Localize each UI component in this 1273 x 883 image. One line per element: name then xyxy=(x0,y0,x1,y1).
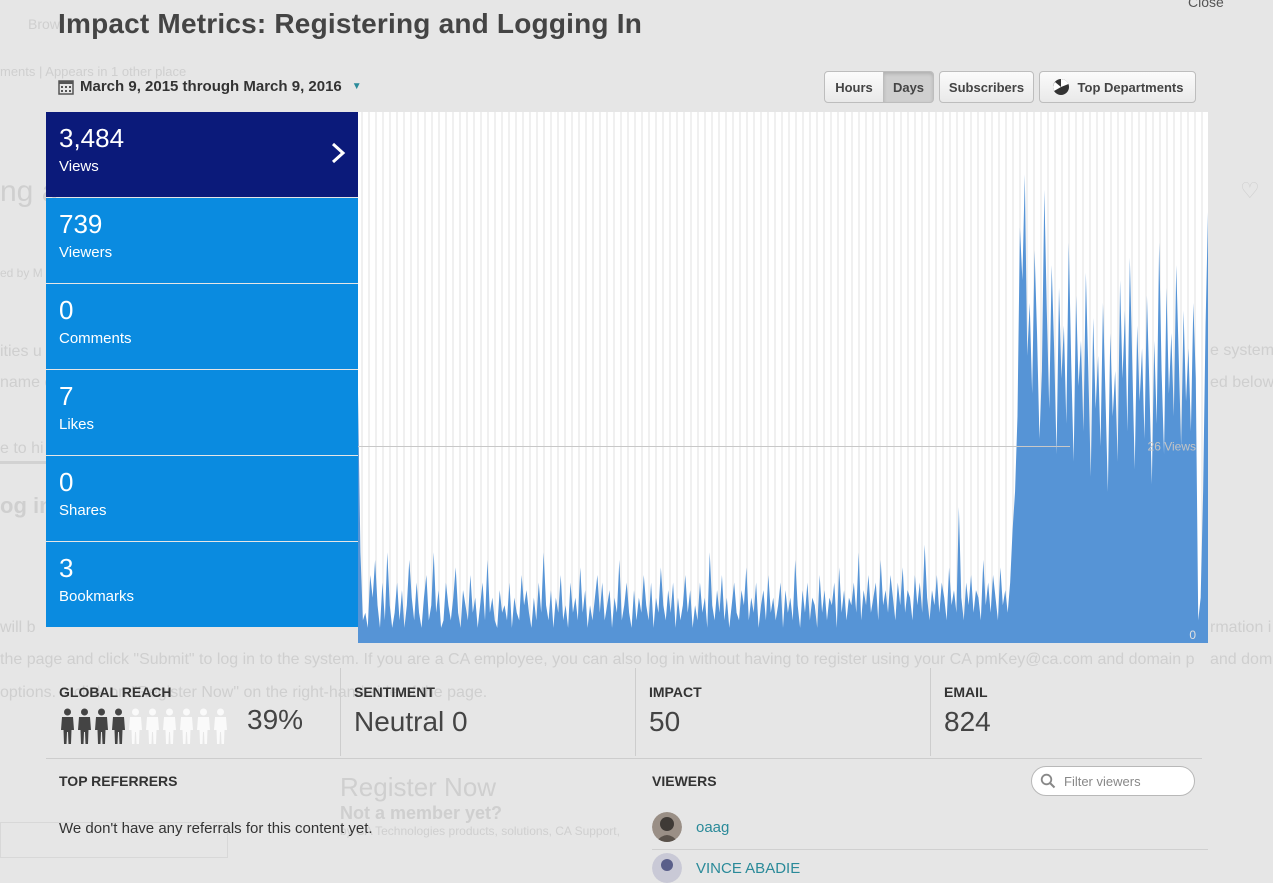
metrics-list: 3,484 Views 739 Viewers 0 Comments 7 Lik… xyxy=(46,112,358,643)
reference-line-label: 26 Views xyxy=(1148,440,1196,454)
metric-value: 3,484 xyxy=(59,123,125,153)
metric-likes[interactable]: 7 Likes xyxy=(46,370,358,455)
bg-text: rmation i xyxy=(1210,619,1272,636)
stat-label: GLOBAL REACH xyxy=(59,684,172,700)
bg-text: e system xyxy=(1210,342,1273,359)
metric-value: 739 xyxy=(59,209,103,239)
avatar xyxy=(652,853,682,883)
metric-label: Likes xyxy=(59,416,95,433)
metric-comments[interactable]: 0 Comments xyxy=(46,284,358,369)
metric-value: 0 xyxy=(59,295,74,325)
stat-label: SENTIMENT xyxy=(354,684,435,700)
bg-text: and domain p xyxy=(1210,651,1273,668)
metric-value: 7 xyxy=(59,381,74,411)
date-range-picker[interactable]: March 9, 2015 through March 9, 2016 ▼ xyxy=(58,78,362,95)
person-icon xyxy=(180,708,193,744)
metric-viewers[interactable]: 739 Viewers xyxy=(46,198,358,283)
chevron-down-icon: ▼ xyxy=(351,81,362,92)
email-stat: EMAIL 824 xyxy=(930,668,1202,756)
stat-value: 824 xyxy=(944,706,991,737)
metric-label: Shares xyxy=(59,502,107,519)
hours-toggle[interactable]: Hours xyxy=(824,71,884,103)
bg-text: Register Now xyxy=(340,772,497,802)
avatar xyxy=(652,812,682,842)
reach-people-icons xyxy=(59,708,229,744)
person-icon xyxy=(214,708,227,744)
stat-label: EMAIL xyxy=(944,684,988,700)
pie-chart-icon xyxy=(1052,78,1069,95)
metric-value: 3 xyxy=(59,553,74,583)
bg-text: og in xyxy=(0,493,53,518)
days-toggle[interactable]: Days xyxy=(883,71,934,103)
person-icon xyxy=(61,708,74,744)
bg-text: ed below xyxy=(1210,374,1273,391)
stat-value: Neutral 0 xyxy=(354,706,468,737)
person-icon xyxy=(78,708,91,744)
person-icon xyxy=(146,708,159,744)
bg-text: ments | Appears in 1 other place xyxy=(0,64,187,79)
impact-stat: IMPACT 50 xyxy=(635,668,930,756)
metric-label: Viewers xyxy=(59,244,113,261)
stats-row: GLOBAL REACH 39% SENTIMENT Neutral 0 IMP… xyxy=(46,668,1202,759)
divider xyxy=(652,849,1208,850)
date-range-label: March 9, 2015 through March 9, 2016 xyxy=(80,78,342,95)
stat-value: 50 xyxy=(649,706,681,737)
viewer-name: VINCE ABADIE xyxy=(696,859,801,877)
top-departments-button[interactable]: Top Departments xyxy=(1039,71,1196,103)
baseline-label: 0 xyxy=(1189,628,1196,642)
metric-value: 0 xyxy=(59,467,74,497)
metric-bookmarks[interactable]: 3 Bookmarks xyxy=(46,542,358,627)
filter-viewers-input[interactable] xyxy=(1062,772,1186,790)
calendar-icon xyxy=(58,79,74,95)
bg-divider xyxy=(0,461,48,464)
modal-title: Impact Metrics: Registering and Logging … xyxy=(58,8,642,39)
bg-text: ities u xyxy=(0,343,42,360)
stat-value: 39% xyxy=(247,704,304,735)
close-button[interactable]: Close xyxy=(1188,0,1224,10)
search-icon xyxy=(1040,773,1056,789)
like-icon: ♡ xyxy=(1240,178,1260,203)
person-icon xyxy=(197,708,210,744)
person-icon xyxy=(95,708,108,744)
views-chart[interactable]: 26 Views 0 xyxy=(358,112,1208,643)
sentiment-stat: SENTIMENT Neutral 0 xyxy=(340,668,635,756)
bg-text: the page and click "Submit" to log in to… xyxy=(0,651,1195,668)
metric-label: Comments xyxy=(59,330,132,347)
person-icon xyxy=(129,708,142,744)
metric-shares[interactable]: 0 Shares xyxy=(46,456,358,541)
bg-text: will b xyxy=(0,619,36,636)
bg-text: by CA Technologies products, solutions, … xyxy=(340,824,620,838)
viewer-name: oaag xyxy=(696,818,730,836)
filter-viewers-field[interactable] xyxy=(1031,766,1195,796)
viewer-item[interactable]: oaag xyxy=(652,812,729,842)
views-chart-svg: 26 Views 0 xyxy=(358,112,1208,643)
viewers-title: VIEWERS xyxy=(652,773,717,789)
bg-text: name o xyxy=(0,374,54,391)
global-reach-stat: GLOBAL REACH 39% xyxy=(46,668,340,756)
stat-label: IMPACT xyxy=(649,684,702,700)
person-icon xyxy=(112,708,125,744)
bg-text: Brow xyxy=(28,16,60,32)
top-departments-label: Top Departments xyxy=(1077,79,1184,95)
bg-text: options. ...click on "Register Now" on t… xyxy=(0,684,488,701)
referrers-empty-text: We don't have any referrals for this con… xyxy=(59,820,373,837)
bg-box xyxy=(0,822,228,858)
person-icon xyxy=(163,708,176,744)
chevron-right-icon xyxy=(331,142,346,164)
metric-label: Bookmarks xyxy=(59,588,135,605)
bg-text: ed by M xyxy=(0,266,43,280)
metric-views[interactable]: 3,484 Views xyxy=(46,112,358,197)
subscribers-button[interactable]: Subscribers xyxy=(939,71,1034,103)
views-area-series xyxy=(358,174,1208,643)
metric-label: Views xyxy=(59,158,99,175)
bg-text: e to hi xyxy=(0,440,44,457)
viewer-item[interactable]: VINCE ABADIE xyxy=(652,853,800,883)
bg-text: Not a member yet? xyxy=(340,803,503,823)
top-referrers-title: TOP REFERRERS xyxy=(59,773,178,789)
